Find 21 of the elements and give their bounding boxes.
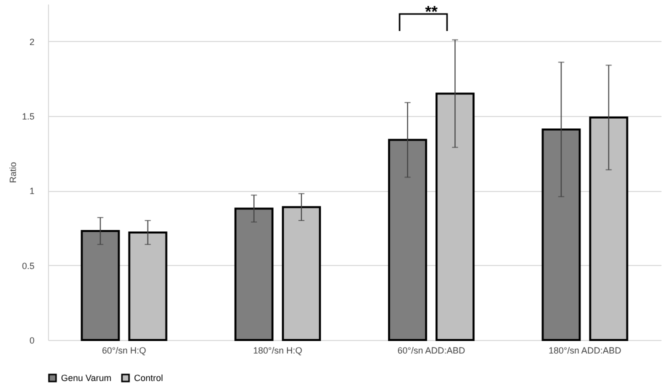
y-tick-label: 0 (29, 336, 34, 346)
bar (388, 138, 428, 341)
y-tick-label: 0.5 (22, 260, 34, 271)
bar (542, 128, 581, 341)
y-tick-label: 1.5 (22, 112, 34, 122)
legend-label: Control (134, 372, 164, 383)
bar (282, 206, 321, 341)
annotation: ** (425, 4, 438, 21)
x-tick-label: 60°/sn H:Q (102, 346, 146, 356)
bar (234, 208, 274, 341)
bar (80, 230, 120, 341)
legend-label: Genu Varum (61, 372, 112, 383)
x-tick-label: 180°/sn ADD:ABD (548, 346, 622, 356)
bar (128, 231, 168, 341)
x-tick-label: 180°/sn H:Q (253, 346, 302, 356)
x-tick-label: 60°/sn ADD:ABD (397, 346, 466, 356)
y-tick-label: 2 (29, 36, 34, 47)
bar (589, 116, 628, 341)
y-tick-label: 1 (29, 186, 34, 196)
bar (436, 92, 475, 341)
y-axis-title: Ratio (8, 162, 18, 184)
